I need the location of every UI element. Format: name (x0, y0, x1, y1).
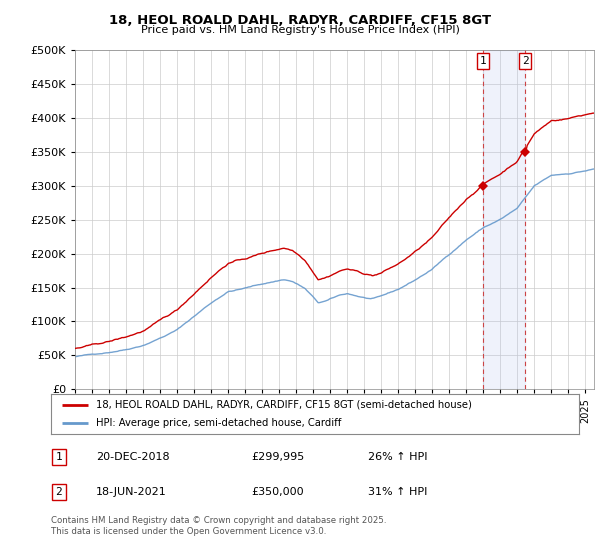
Text: Contains HM Land Registry data © Crown copyright and database right 2025.
This d: Contains HM Land Registry data © Crown c… (51, 516, 386, 536)
Bar (483, 50, 525, 389)
Text: HPI: Average price, semi-detached house, Cardiff: HPI: Average price, semi-detached house,… (96, 418, 341, 428)
Text: 18, HEOL ROALD DAHL, RADYR, CARDIFF, CF15 8GT: 18, HEOL ROALD DAHL, RADYR, CARDIFF, CF1… (109, 14, 491, 27)
Text: £299,995: £299,995 (251, 452, 305, 462)
Text: 1: 1 (479, 56, 486, 66)
Text: 1: 1 (56, 452, 62, 462)
Text: 31% ↑ HPI: 31% ↑ HPI (368, 487, 427, 497)
Text: 20-DEC-2018: 20-DEC-2018 (96, 452, 170, 462)
Text: 2: 2 (522, 56, 529, 66)
Text: Price paid vs. HM Land Registry's House Price Index (HPI): Price paid vs. HM Land Registry's House … (140, 25, 460, 35)
Text: 18-JUN-2021: 18-JUN-2021 (96, 487, 167, 497)
Text: 26% ↑ HPI: 26% ↑ HPI (368, 452, 427, 462)
Text: 2: 2 (56, 487, 62, 497)
Text: 18, HEOL ROALD DAHL, RADYR, CARDIFF, CF15 8GT (semi-detached house): 18, HEOL ROALD DAHL, RADYR, CARDIFF, CF1… (96, 400, 472, 409)
Text: £350,000: £350,000 (251, 487, 304, 497)
